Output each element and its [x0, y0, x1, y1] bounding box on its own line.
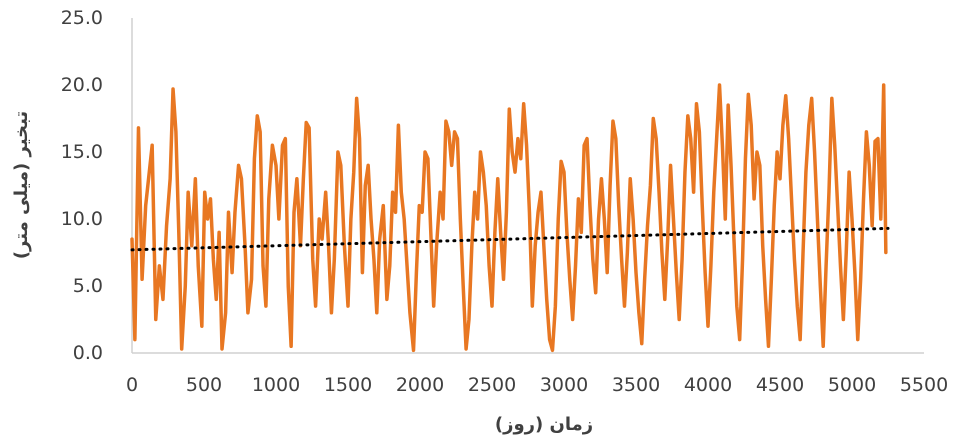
- x-tick-label: 500: [186, 374, 222, 396]
- x-tick-label: 0: [126, 374, 138, 396]
- x-tick-label: 2500: [468, 374, 516, 396]
- y-tick-label: 5.0: [73, 275, 103, 297]
- x-tick-label: 1000: [252, 374, 300, 396]
- x-tick-label: 3000: [540, 374, 588, 396]
- y-tick-label: 10.0: [61, 208, 103, 230]
- x-tick-label: 5000: [828, 374, 876, 396]
- x-tick-label: 2000: [396, 374, 444, 396]
- evaporation-series-line: [130, 83, 888, 353]
- x-tick-label: 4000: [684, 374, 732, 396]
- tick-labels: 0.0 5.0 10.0 15.0 20.0 25.0 0 500 1000 1500 2000 25…: [61, 7, 948, 396]
- y-tick-label: 15.0: [61, 141, 103, 163]
- x-tick-label: 4500: [756, 374, 804, 396]
- series-layer: [130, 83, 890, 353]
- y-tick-label: 0.0: [73, 342, 103, 364]
- x-tick-label: 1500: [324, 374, 372, 396]
- y-axis-title: تبخیر (میلی متر): [11, 111, 32, 259]
- y-tick-label: 25.0: [61, 7, 103, 29]
- x-tick-label: 3500: [612, 374, 660, 396]
- trend-line: [130, 226, 890, 252]
- y-tick-label: 20.0: [61, 74, 103, 96]
- x-tick-label: 5500: [900, 374, 948, 396]
- x-axis-title: زمان (روز): [495, 414, 593, 435]
